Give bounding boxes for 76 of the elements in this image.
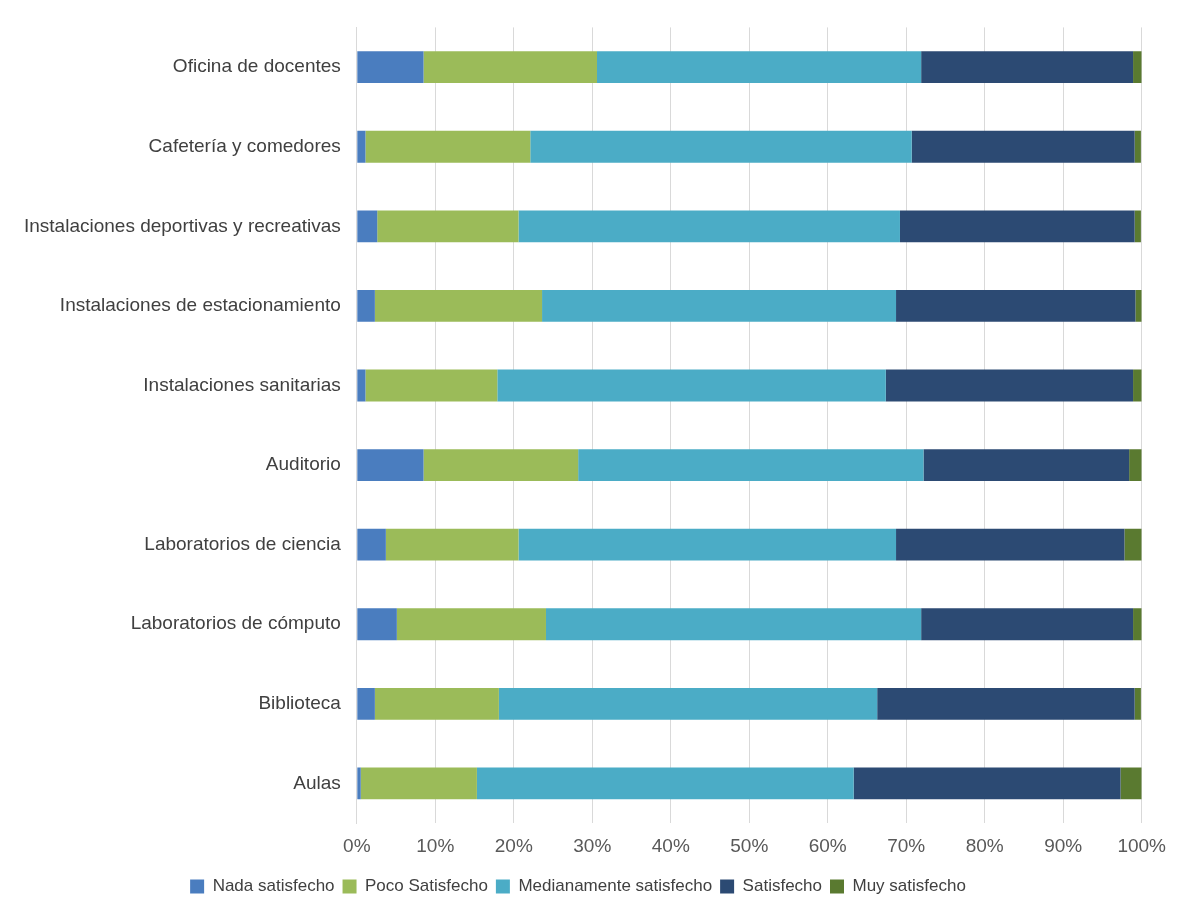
x-tick-label: 70% (887, 834, 926, 856)
bar (357, 767, 361, 800)
bar (374, 687, 499, 720)
legend-label: Medianamente satisfecho (518, 876, 713, 896)
bar (497, 369, 886, 402)
y-tick-label: Instalaciones de estacionamiento (59, 294, 341, 316)
x-tick-label: 80% (965, 834, 1004, 856)
bar (1134, 210, 1141, 243)
y-tick-label: Cafetería y comedores (148, 135, 341, 156)
x-tick-label: 50% (730, 834, 769, 856)
bar (476, 767, 854, 800)
x-tick-label: 0% (343, 834, 371, 856)
bar (396, 608, 546, 641)
y-tick-label: Aulas (293, 771, 341, 793)
bar (923, 449, 1130, 482)
bar (896, 528, 1125, 561)
bar (365, 369, 498, 402)
legend-label: Poco Satisfecho (365, 876, 488, 896)
bar (423, 51, 597, 84)
bar (385, 528, 519, 561)
bar (357, 687, 375, 720)
bar (1133, 608, 1142, 641)
bar (357, 130, 366, 163)
bar (1124, 528, 1142, 561)
y-tick-label: Laboratorios de ciencia (144, 532, 342, 554)
bar (357, 608, 397, 641)
legend-label: Nada satisfecho (212, 876, 335, 896)
x-tick-label: 20% (494, 834, 533, 856)
y-tick-label: Oficina de docentes (172, 55, 341, 77)
bar (518, 210, 900, 243)
bar (597, 51, 922, 84)
bar (899, 210, 1135, 243)
bar (518, 528, 897, 561)
bar (357, 369, 366, 402)
x-tick-label: 10% (416, 834, 455, 856)
y-tick-label: Laboratorios de cómputo (130, 612, 341, 634)
bar (377, 210, 519, 243)
y-tick-label: Instalaciones sanitarias (143, 373, 341, 395)
bar (921, 608, 1134, 641)
bar (530, 130, 912, 163)
bar (1133, 51, 1142, 84)
bar (578, 449, 924, 482)
bar (1134, 130, 1141, 163)
bar (357, 51, 424, 84)
bar (357, 449, 424, 482)
bar (545, 608, 922, 641)
bar (911, 130, 1135, 163)
bar (357, 528, 386, 561)
bar (896, 290, 1136, 322)
bar (1129, 449, 1142, 482)
bar (877, 687, 1135, 720)
bar (921, 51, 1134, 84)
bar (365, 130, 531, 163)
x-tick-label: 40% (651, 834, 690, 856)
bar (423, 449, 579, 482)
bar (542, 290, 897, 322)
bar (885, 369, 1134, 402)
bar (1135, 290, 1142, 322)
bar (1133, 369, 1142, 402)
x-tick-label: 100% (1117, 834, 1167, 856)
y-tick-label: Instalaciones deportivas y recreativas (23, 214, 341, 236)
bar (357, 210, 378, 243)
legend-label: Satisfecho (742, 876, 822, 896)
legend-label: Muy satisfecho (852, 876, 966, 896)
x-tick-label: 90% (1044, 834, 1083, 856)
y-tick-label: Auditorio (265, 453, 341, 475)
bar (1120, 767, 1142, 800)
y-tick-label: Biblioteca (258, 692, 342, 714)
x-tick-label: 60% (808, 834, 847, 856)
bar (360, 767, 477, 800)
bar (498, 687, 878, 720)
bar (374, 290, 543, 322)
bar (853, 767, 1121, 800)
bar (357, 290, 375, 322)
bar (1134, 687, 1141, 720)
x-tick-label: 30% (573, 834, 612, 856)
